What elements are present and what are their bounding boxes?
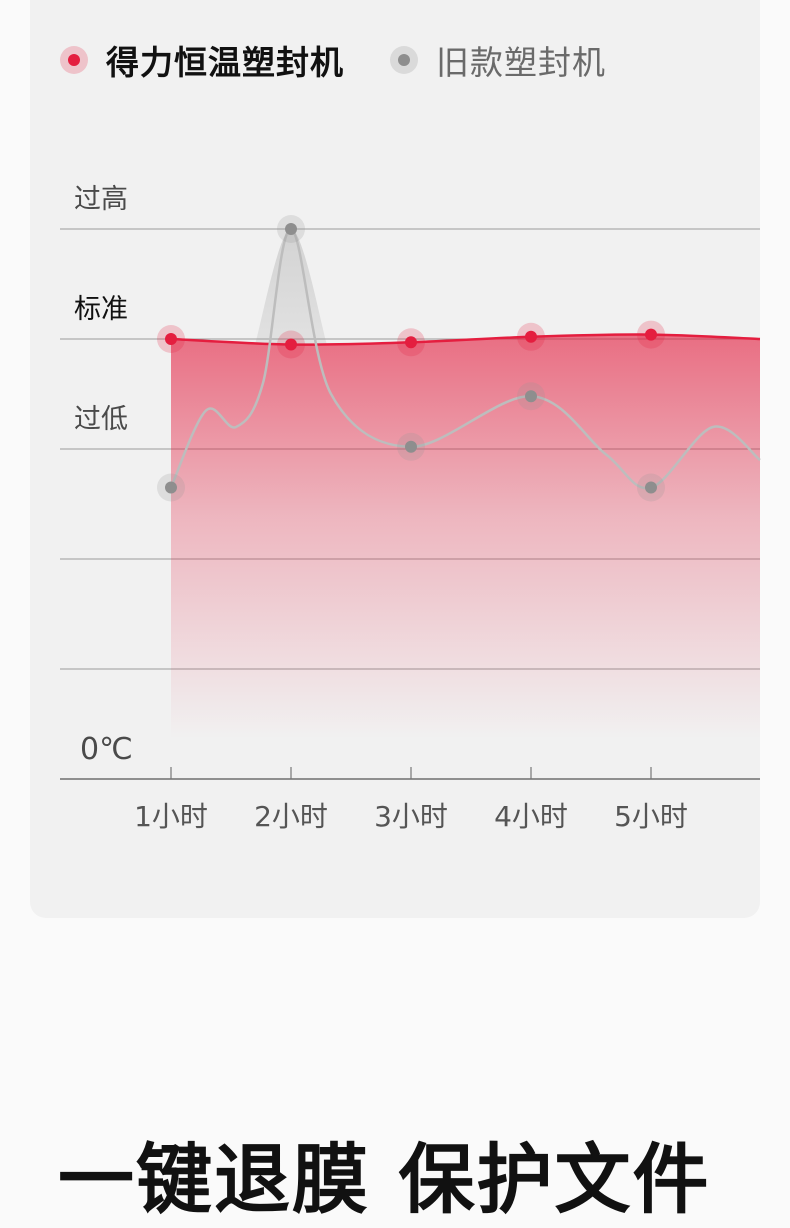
y-axis-label: 标准 [74,294,128,325]
x-axis-tick-label: 3小时 [374,800,448,833]
legend-item-old: 旧款塑封机 [390,36,606,84]
series-old-point [645,481,657,494]
series-new-point [525,330,537,343]
series-old-point [525,390,537,403]
series-new-point [165,333,177,345]
section-headline: 一键退膜 保护文件 [58,1135,711,1224]
x-axis-tick-label: 2小时 [254,800,328,833]
y-axis-label: 过低 [74,404,128,435]
series-old-point [405,440,417,453]
y-axis-label: 过高 [74,184,128,215]
x-axis-tick-label: 1小时 [134,800,208,833]
series-new-area [171,334,760,739]
y-axis-label: 0℃ [80,732,133,767]
legend-gray-dot-icon [390,46,418,74]
temperature-chart: 0℃ 过低 标准 过高 1小时 2小时 3小时 4小时 5小时 [60,184,761,833]
x-axis-tick-label: 4小时 [494,800,568,833]
series-new-point [285,338,297,351]
series-old-point [165,481,177,494]
series-old-point [285,223,297,235]
series-new-point [405,336,417,349]
x-axis-tick-label: 5小时 [614,800,688,833]
legend-label-old: 旧款塑封机 [436,43,606,82]
chart-legend: 得力恒温塑封机 旧款塑封机 [60,36,652,84]
series-old-peak-area [255,229,327,345]
legend-red-dot-icon [60,46,88,74]
series-new-point [645,328,657,341]
series-new-line [170,333,761,346]
legend-label-new: 得力恒温塑封机 [106,43,344,82]
legend-item-new: 得力恒温塑封机 [60,36,344,84]
